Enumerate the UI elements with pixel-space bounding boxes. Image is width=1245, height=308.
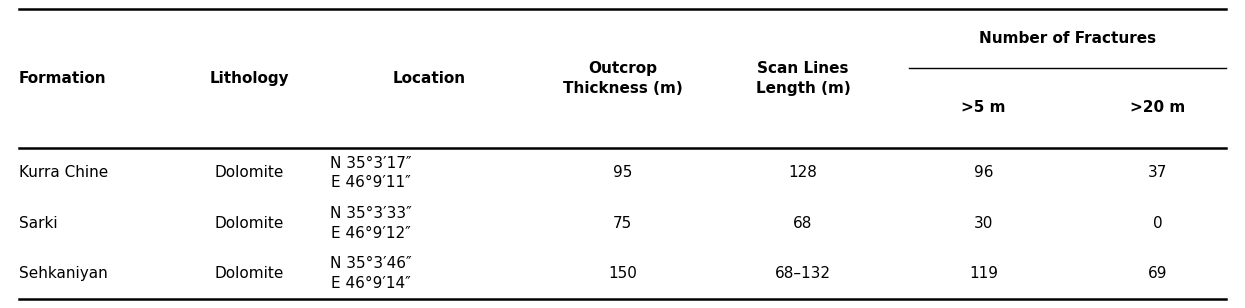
Text: Location: Location: [393, 71, 466, 86]
Text: Dolomite: Dolomite: [214, 266, 284, 281]
Text: 128: 128: [788, 165, 818, 180]
Text: >5 m: >5 m: [961, 100, 1006, 115]
Text: Dolomite: Dolomite: [214, 216, 284, 231]
Text: Outcrop
Thickness (m): Outcrop Thickness (m): [563, 61, 682, 96]
Text: Sarki: Sarki: [19, 216, 57, 231]
Text: 37: 37: [1148, 165, 1168, 180]
Text: N 35°3′17″
E 46°9′11″: N 35°3′17″ E 46°9′11″: [330, 156, 412, 190]
Text: >20 m: >20 m: [1130, 100, 1185, 115]
Text: N 35°3′46″
E 46°9′14″: N 35°3′46″ E 46°9′14″: [330, 256, 412, 291]
Text: 95: 95: [613, 165, 632, 180]
Text: 150: 150: [608, 266, 637, 281]
Text: 69: 69: [1148, 266, 1168, 281]
Text: Kurra Chine: Kurra Chine: [19, 165, 108, 180]
Text: 96: 96: [974, 165, 994, 180]
Text: 68–132: 68–132: [776, 266, 830, 281]
Text: Number of Fractures: Number of Fractures: [979, 31, 1157, 46]
Text: 68: 68: [793, 216, 813, 231]
Text: 0: 0: [1153, 216, 1163, 231]
Text: 30: 30: [974, 216, 994, 231]
Text: Sehkaniyan: Sehkaniyan: [19, 266, 107, 281]
Text: Lithology: Lithology: [209, 71, 289, 86]
Text: Dolomite: Dolomite: [214, 165, 284, 180]
Text: 119: 119: [969, 266, 998, 281]
Text: 75: 75: [613, 216, 632, 231]
Text: Scan Lines
Length (m): Scan Lines Length (m): [756, 61, 850, 96]
Text: N 35°3′33″
E 46°9′12″: N 35°3′33″ E 46°9′12″: [330, 206, 412, 241]
Text: Formation: Formation: [19, 71, 106, 86]
